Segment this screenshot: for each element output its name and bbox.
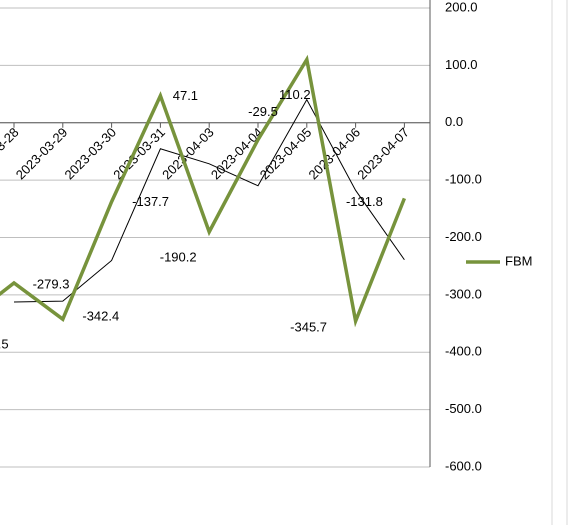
x-tick-label: 2023-04-04 bbox=[208, 125, 266, 183]
data-label: -131.8 bbox=[346, 194, 383, 209]
y-tick-label: 200.0 bbox=[445, 0, 478, 14]
data-label: 47.1 bbox=[173, 88, 198, 103]
y-tick-label: -200.0 bbox=[445, 229, 482, 244]
data-label: 110.2 bbox=[279, 87, 311, 102]
y-tick-label: -500.0 bbox=[445, 401, 482, 416]
trendline bbox=[13, 98, 405, 303]
data-label: -190.2 bbox=[160, 249, 197, 264]
data-label: -279.3 bbox=[33, 276, 70, 291]
x-tick-label: 2023-04-07 bbox=[354, 125, 412, 183]
data-label: -345.7 bbox=[290, 320, 327, 335]
data-label: -345.5 bbox=[0, 336, 9, 351]
y-tick-label: -400.0 bbox=[445, 344, 482, 359]
legend-label: FBM bbox=[505, 253, 532, 268]
x-tick-label: 2023-03-29 bbox=[13, 125, 71, 183]
y-tick-label: 0.0 bbox=[445, 114, 463, 129]
x-tick-label: 2023-03-31 bbox=[110, 125, 168, 183]
series-line bbox=[0, 54, 407, 328]
y-tick-label: -300.0 bbox=[445, 286, 482, 301]
data-label: -29.5 bbox=[248, 104, 278, 119]
x-tick-label: 2023-03-30 bbox=[62, 125, 120, 183]
y-tick-label: -100.0 bbox=[445, 172, 482, 187]
y-tick-label: 100.0 bbox=[445, 57, 478, 72]
y-tick-label: -600.0 bbox=[445, 458, 482, 473]
data-label: -342.4 bbox=[82, 309, 119, 324]
data-label: -137.7 bbox=[132, 194, 169, 209]
x-tick-label: 2023-04-06 bbox=[306, 125, 364, 183]
